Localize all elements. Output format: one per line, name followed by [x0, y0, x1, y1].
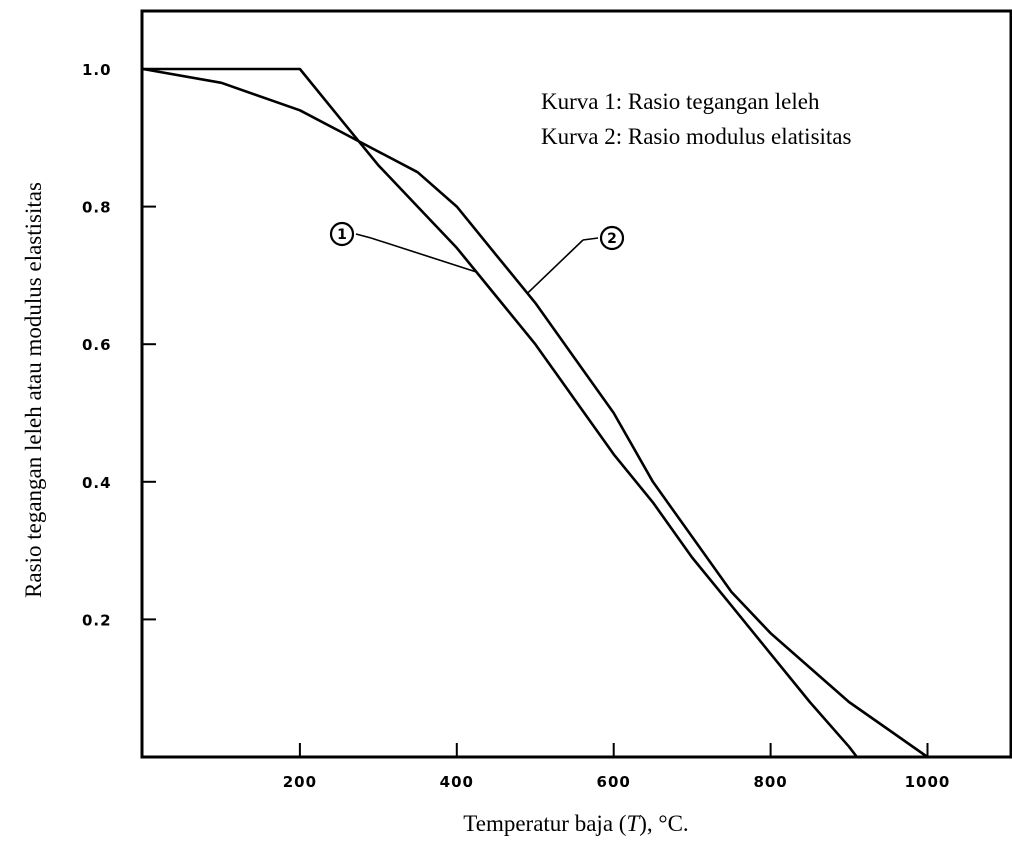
callout-1-leader [355, 233, 372, 239]
callout-2-badge [599, 225, 625, 251]
callout-2-label: 2 [607, 231, 617, 247]
y-tick-label: 0.6 [82, 336, 112, 354]
x-axis-title: Temperatur baja (T), °C. [463, 811, 688, 836]
x-tick-label: 600 [597, 773, 631, 791]
x-tick-label: 1000 [905, 773, 951, 791]
callout-1-label: 1 [337, 227, 347, 243]
x-tick-label: 800 [753, 773, 787, 791]
x-axis-title-variable: T [626, 811, 641, 836]
y-axis-title: Rasio tegangan leleh atau modulus elasti… [21, 182, 46, 598]
series-1-line [141, 67, 859, 759]
callout-2-pointer [526, 239, 584, 294]
y-tick-label: 1.0 [82, 61, 112, 79]
y-tick-label: 0.8 [82, 199, 112, 217]
x-axis-title-unit: ), °C. [639, 811, 688, 836]
y-tick-label: 0.4 [82, 474, 112, 492]
plot-frame [140, 9, 1012, 759]
callout-2-leader [582, 237, 599, 241]
y-axis-ticks: 0.2 0.4 0.6 0.8 1.0 [82, 61, 156, 629]
y-tick-label: 0.2 [82, 611, 112, 629]
legend-entry-1: Kurva 1: Rasio tegangan leleh [541, 89, 820, 114]
x-axis-title-main: Temperatur baja ( [463, 811, 626, 836]
x-axis-ticks: 200 400 600 800 1000 [283, 743, 951, 791]
legend-entry-2: Kurva 2: Rasio modulus elatisitas [541, 124, 852, 149]
x-tick-label: 200 [283, 773, 317, 791]
series-layer [141, 67, 929, 759]
series-2-line [141, 67, 929, 759]
callout-1-pointer [370, 237, 477, 273]
callout-1-badge [329, 221, 355, 247]
x-tick-label: 400 [440, 773, 474, 791]
